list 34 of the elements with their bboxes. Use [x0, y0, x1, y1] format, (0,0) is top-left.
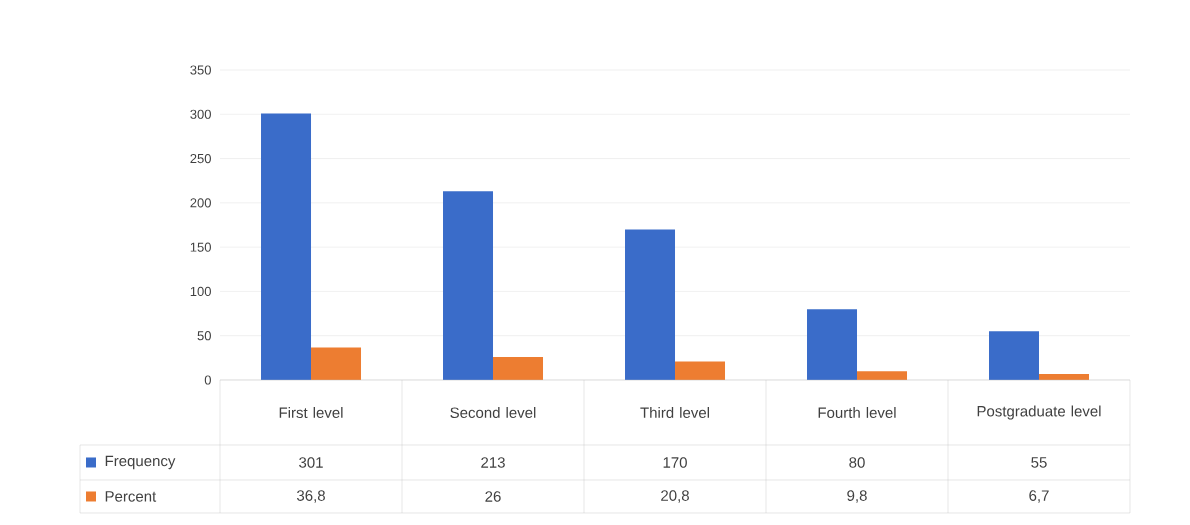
bar — [443, 191, 494, 380]
bar — [807, 309, 858, 380]
data-label: 170 — [663, 457, 687, 468]
y-tick-label: 200 — [190, 198, 211, 208]
x-tick-label: Postgraduate level — [977, 405, 1101, 420]
y-tick-label: 100 — [190, 286, 211, 297]
y-tick-label: 0 — [204, 375, 211, 385]
bar — [261, 113, 312, 380]
data-label: 26 — [485, 491, 501, 502]
y-tick-label: 150 — [190, 242, 211, 252]
bar — [311, 347, 362, 380]
y-tick-label: 250 — [190, 153, 211, 164]
data-label: 20,8 — [661, 490, 689, 503]
bar — [857, 371, 908, 380]
data-label: 6,7 — [1029, 490, 1049, 503]
bar — [625, 229, 676, 380]
data-label: 55 — [1031, 457, 1047, 468]
y-tick-label: 350 — [190, 65, 211, 75]
y-tick-label: 300 — [190, 109, 211, 119]
x-tick-label: Fourth level — [818, 406, 896, 418]
x-tick-label: First level — [279, 406, 343, 418]
legend-label: Percent — [105, 491, 157, 502]
x-tick-label: Second level — [450, 406, 536, 418]
x-tick-label: Third level — [640, 406, 709, 418]
data-label: 213 — [481, 457, 505, 468]
y-tick-label: 50 — [197, 331, 211, 341]
data-label: 36,8 — [296, 490, 325, 503]
bar — [493, 356, 544, 380]
legend-label: Frequency — [105, 455, 176, 470]
data-label: 9,8 — [847, 490, 867, 503]
data-label: 301 — [299, 457, 323, 468]
bar — [675, 361, 726, 380]
data-label: 80 — [849, 457, 865, 468]
bar — [989, 331, 1040, 380]
